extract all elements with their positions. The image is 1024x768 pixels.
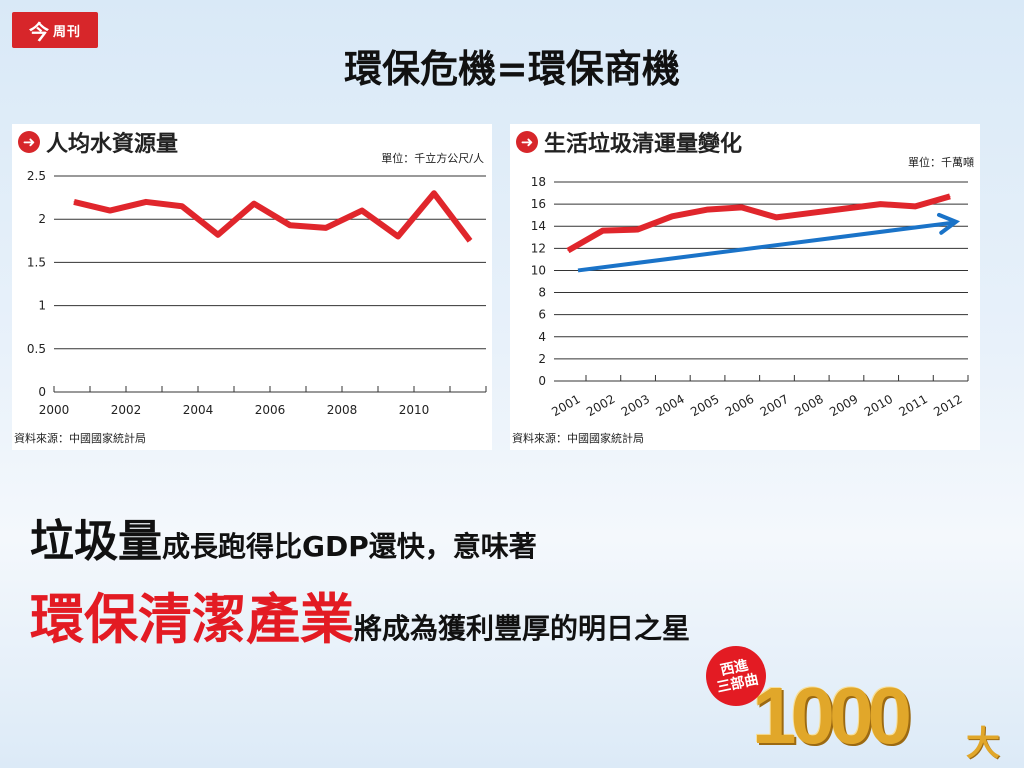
water-resource-line-chart: 0 0.5 1 1.5 2 2.5 2000 2002 2004 2006 2008 2010 bbox=[27, 169, 487, 414]
chart-title-row: ➜ 生活垃圾清運量變化 bbox=[516, 126, 742, 158]
chart-title-row: ➜ 人均水資源量 bbox=[18, 126, 178, 158]
x-tick-label: 2004 bbox=[183, 403, 214, 414]
y-tick-label: 1.5 bbox=[27, 255, 46, 269]
x-tick-label: 2000 bbox=[39, 403, 70, 414]
y-tick-label: 16 bbox=[531, 197, 546, 211]
data-point bbox=[741, 206, 743, 208]
data-point bbox=[253, 203, 255, 205]
data-point bbox=[914, 205, 916, 207]
data-point bbox=[810, 212, 812, 214]
arrow-icon: ➜ bbox=[18, 131, 40, 153]
y-tick-label: 12 bbox=[531, 241, 546, 255]
x-tick-label: 2006 bbox=[255, 403, 286, 414]
x-tick-label: 2010 bbox=[862, 392, 895, 419]
data-point bbox=[949, 195, 951, 197]
data-point bbox=[145, 201, 147, 203]
y-tick-label: 8 bbox=[538, 286, 546, 300]
y-tick-label: 14 bbox=[531, 219, 546, 233]
y-tick-label: 18 bbox=[531, 175, 546, 189]
chart-source: 資料來源：中國國家統計局 bbox=[14, 432, 146, 445]
logo-main-text: 今 bbox=[28, 19, 50, 44]
data-point bbox=[217, 234, 219, 236]
data-point bbox=[361, 210, 363, 212]
x-tick-label: 2009 bbox=[827, 392, 860, 419]
data-point bbox=[181, 205, 183, 207]
data-point bbox=[325, 227, 327, 229]
data-point bbox=[636, 229, 638, 231]
x-tick-label: 2012 bbox=[931, 392, 964, 419]
data-point bbox=[706, 209, 708, 211]
trend-arrow-line bbox=[577, 220, 953, 273]
x-tick-label: 2011 bbox=[897, 392, 930, 419]
trend-arrow-head bbox=[936, 212, 961, 235]
data-point bbox=[109, 210, 111, 212]
brand-number: 1000 bbox=[752, 671, 912, 760]
y-tick-label: 2 bbox=[538, 352, 546, 366]
data-point bbox=[73, 201, 75, 203]
y-tick-label: 0 bbox=[38, 385, 46, 399]
chart-unit: 單位：千立方公尺/人 bbox=[381, 152, 484, 165]
brand-suffix: 大 bbox=[966, 724, 1000, 764]
chart-source: 資料來源：中國國家統計局 bbox=[512, 432, 644, 445]
data-point bbox=[775, 216, 777, 218]
y-tick-label: 0 bbox=[538, 374, 546, 388]
x-tick-label: 2008 bbox=[792, 392, 825, 419]
y-tick-label: 6 bbox=[538, 308, 546, 322]
water-resource-chart-panel: ➜ 人均水資源量 單位：千立方公尺/人 0 0.5 1 1.5 2 2.5 2000 2002… bbox=[12, 124, 492, 450]
y-tick-label: 2.5 bbox=[27, 169, 46, 183]
x-tick-label: 2002 bbox=[111, 403, 142, 414]
x-tick-label: 2008 bbox=[327, 403, 358, 414]
data-point bbox=[289, 224, 291, 226]
data-point bbox=[880, 203, 882, 205]
y-tick-label: 0.5 bbox=[27, 342, 46, 356]
magazine-logo: 今周刊 bbox=[12, 12, 98, 48]
arrow-icon: ➜ bbox=[516, 131, 538, 153]
y-tick-label: 1 bbox=[38, 299, 46, 313]
data-point bbox=[469, 240, 471, 242]
x-tick-label: 2004 bbox=[653, 392, 686, 419]
data-point bbox=[845, 208, 847, 210]
series-line bbox=[73, 190, 473, 243]
data-point bbox=[397, 235, 399, 237]
x-tick-label: 2003 bbox=[619, 392, 652, 419]
data-point bbox=[671, 215, 673, 217]
x-tick-label: 2005 bbox=[688, 392, 721, 419]
caption-line-1: 垃圾量成長跑得比GDP還快，意味著 bbox=[30, 505, 537, 569]
chart-unit: 單位：千萬噸 bbox=[908, 156, 974, 169]
caption-line-2: 環保清潔產業將成為獲利豐厚的明日之星 bbox=[30, 575, 690, 654]
x-tick-label: 2007 bbox=[758, 392, 791, 419]
x-tick-label: 2001 bbox=[549, 392, 582, 419]
caption-2-emphasis: 環保清潔產業 bbox=[30, 588, 354, 651]
y-tick-label: 2 bbox=[38, 212, 46, 226]
slide-title: 環保危機=環保商機 bbox=[344, 47, 680, 91]
caption-1-text: 成長跑得比GDP還快，意味著 bbox=[162, 530, 537, 563]
x-tick-label: 2010 bbox=[399, 403, 430, 414]
caption-1-emphasis: 垃圾量 bbox=[30, 516, 162, 567]
caption-2-text: 將成為獲利豐厚的明日之星 bbox=[354, 612, 691, 645]
logo-sub-text: 周刊 bbox=[52, 24, 81, 40]
x-tick-label: 2002 bbox=[584, 392, 617, 419]
chart-title: 生活垃圾清運量變化 bbox=[544, 132, 743, 157]
data-point bbox=[433, 192, 435, 194]
garbage-volume-chart-panel: ➜ 生活垃圾清運量變化 單位：千萬噸 0 2 4 6 8 10 12 14 16 18 2001 20… bbox=[510, 124, 980, 450]
data-point bbox=[567, 250, 569, 252]
chart-title: 人均水資源量 bbox=[46, 132, 179, 157]
series-line bbox=[566, 193, 951, 254]
data-point bbox=[602, 230, 604, 232]
x-tick-label: 2006 bbox=[723, 392, 756, 419]
y-tick-label: 10 bbox=[531, 263, 546, 277]
y-tick-label: 4 bbox=[538, 330, 546, 344]
